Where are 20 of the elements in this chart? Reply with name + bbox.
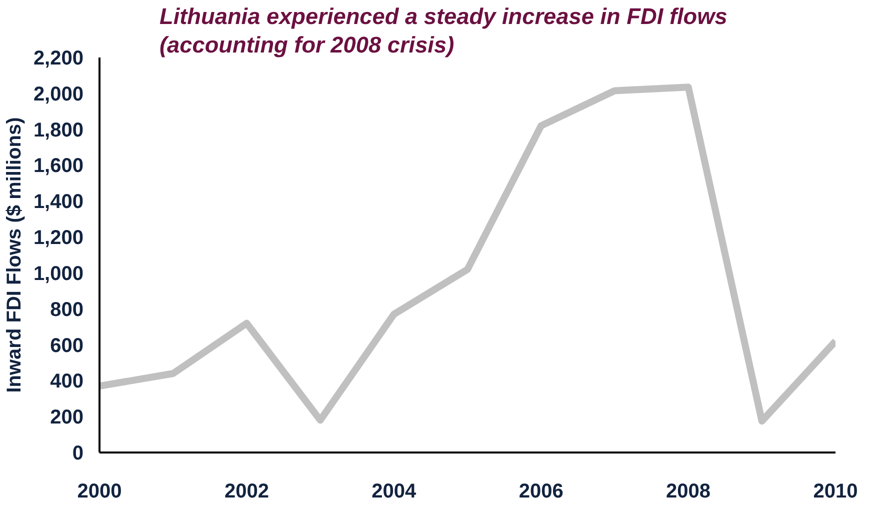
- y-tick-label: 800: [50, 298, 84, 321]
- y-axis-title: Inward FDI Flows ($ millions): [3, 117, 26, 393]
- y-tick-label: 1,400: [33, 191, 84, 214]
- y-tick-label: 2,200: [33, 48, 84, 70]
- y-tick-label: 600: [50, 334, 84, 357]
- x-tick-label: 2002: [224, 480, 269, 502]
- y-tick-label: 1,800: [33, 119, 84, 142]
- y-tick-label: 1,200: [33, 227, 84, 250]
- y-tick-label: 1,600: [33, 155, 84, 178]
- y-tick-label: 0: [72, 442, 84, 464]
- y-tick-label: 400: [50, 370, 84, 393]
- chart-title: Lithuania experienced a steady increase in FDI flows (accounting for 2008 crisis): [160, 2, 728, 58]
- x-tick-label: 2010: [813, 480, 858, 502]
- y-tick-label: 1,000: [33, 262, 84, 285]
- x-tick-label: 2000: [77, 480, 122, 502]
- y-tick-label: 2,000: [33, 83, 84, 106]
- x-tick-label: 2008: [666, 480, 711, 502]
- x-tick-label: 2006: [518, 480, 564, 502]
- x-tick-label: 2004: [372, 480, 418, 502]
- y-tick-label: 200: [50, 406, 84, 429]
